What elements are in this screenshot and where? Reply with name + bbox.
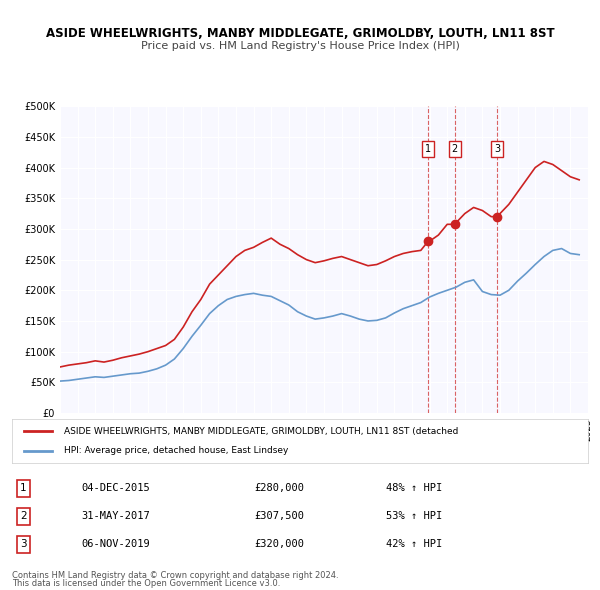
Text: 06-NOV-2019: 06-NOV-2019 [81, 539, 150, 549]
Text: £280,000: £280,000 [254, 483, 304, 493]
Text: 2: 2 [20, 512, 27, 521]
Text: This data is licensed under the Open Government Licence v3.0.: This data is licensed under the Open Gov… [12, 579, 280, 588]
Text: 04-DEC-2015: 04-DEC-2015 [81, 483, 150, 493]
Text: 2: 2 [451, 144, 458, 154]
Text: Price paid vs. HM Land Registry's House Price Index (HPI): Price paid vs. HM Land Registry's House … [140, 41, 460, 51]
Text: 53% ↑ HPI: 53% ↑ HPI [386, 512, 443, 521]
Text: 1: 1 [20, 483, 27, 493]
Text: 1: 1 [425, 144, 431, 154]
Text: HPI: Average price, detached house, East Lindsey: HPI: Average price, detached house, East… [64, 446, 288, 455]
Text: £320,000: £320,000 [254, 539, 304, 549]
Text: 3: 3 [494, 144, 500, 154]
Text: ASIDE WHEELWRIGHTS, MANBY MIDDLEGATE, GRIMOLDBY, LOUTH, LN11 8ST (detached: ASIDE WHEELWRIGHTS, MANBY MIDDLEGATE, GR… [64, 427, 458, 436]
Text: 31-MAY-2017: 31-MAY-2017 [81, 512, 150, 521]
Text: 3: 3 [20, 539, 27, 549]
Text: Contains HM Land Registry data © Crown copyright and database right 2024.: Contains HM Land Registry data © Crown c… [12, 571, 338, 580]
Text: ASIDE WHEELWRIGHTS, MANBY MIDDLEGATE, GRIMOLDBY, LOUTH, LN11 8ST: ASIDE WHEELWRIGHTS, MANBY MIDDLEGATE, GR… [46, 27, 554, 40]
Text: 48% ↑ HPI: 48% ↑ HPI [386, 483, 443, 493]
Text: 42% ↑ HPI: 42% ↑ HPI [386, 539, 443, 549]
Text: £307,500: £307,500 [254, 512, 304, 521]
